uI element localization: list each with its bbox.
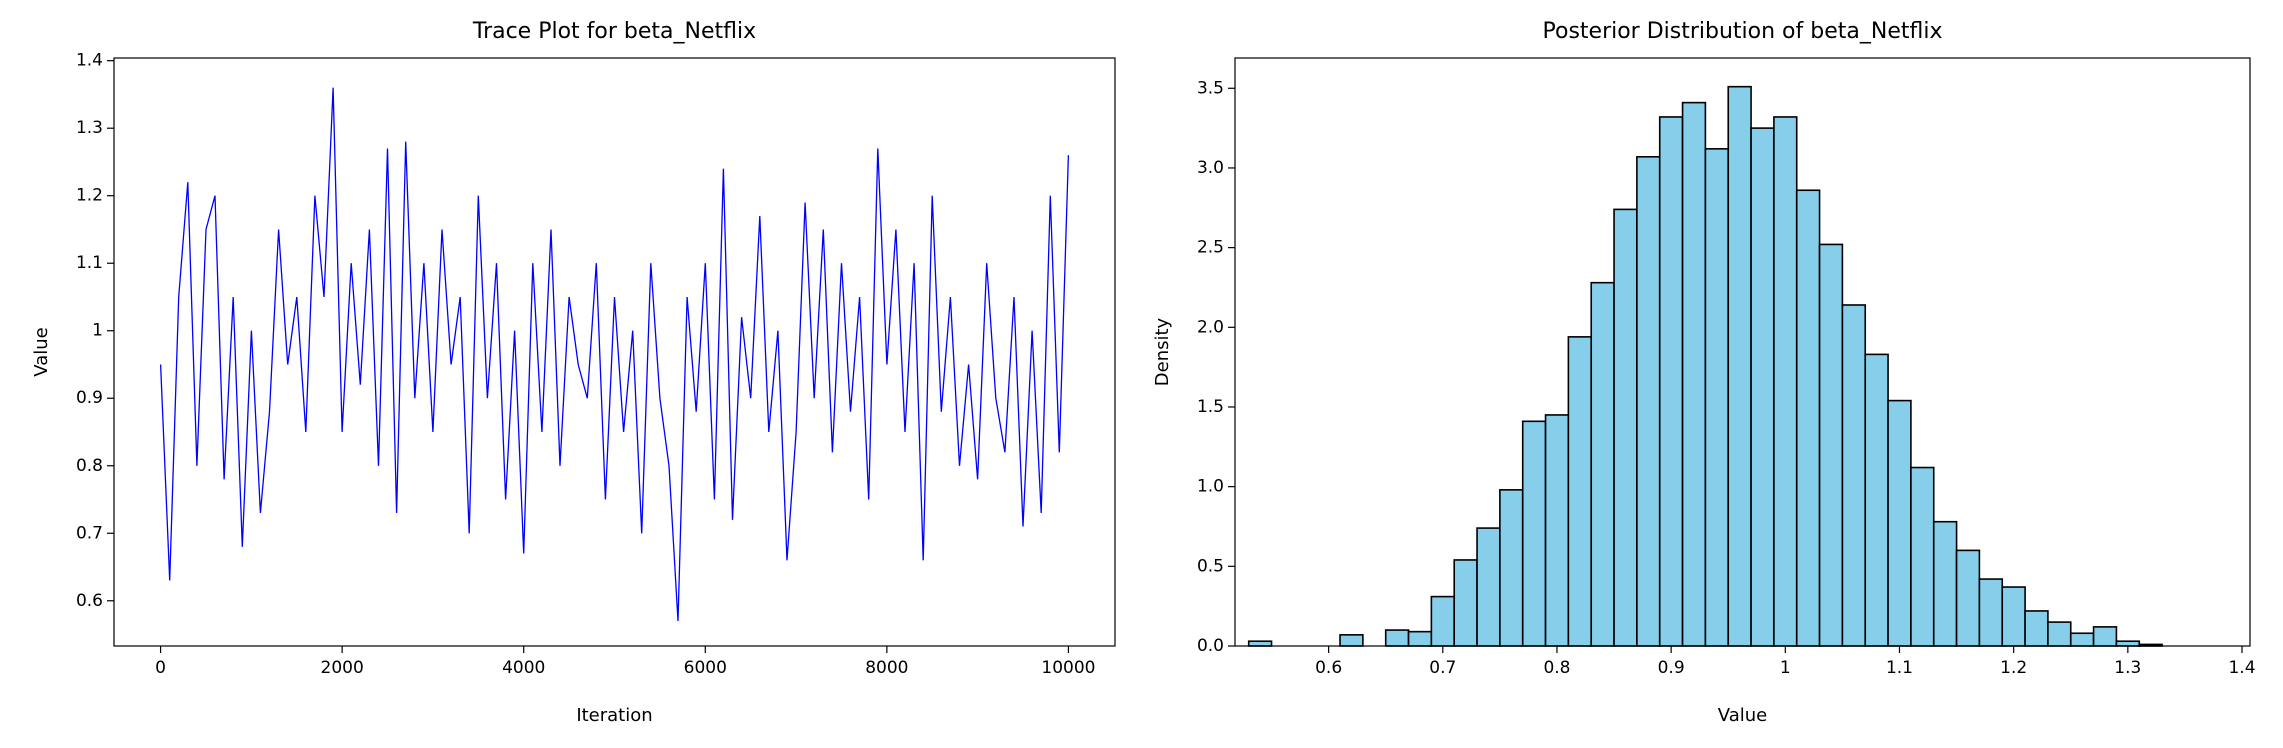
histogram-bar bbox=[1247, 640, 1273, 647]
y-tick-label: 1.2 bbox=[76, 186, 103, 206]
x-tick-label: 10000 bbox=[1041, 658, 1095, 678]
histogram-bar bbox=[1544, 414, 1570, 647]
histogram-bar bbox=[1658, 116, 1684, 647]
y-tick-label: 0.6 bbox=[76, 591, 103, 611]
histogram-bar bbox=[2115, 640, 2141, 647]
y-tick-label: 0.5 bbox=[1197, 556, 1224, 576]
histogram-bar bbox=[2069, 632, 2095, 647]
histogram-bar bbox=[2001, 586, 2026, 647]
histogram-bar bbox=[1521, 420, 1547, 647]
histogram-bar bbox=[1430, 595, 1456, 647]
histogram-bar bbox=[1864, 353, 1889, 647]
y-tick-label: 2.5 bbox=[1197, 238, 1224, 258]
y-tick-label: 1.0 bbox=[1197, 477, 1224, 497]
x-axis-label: Value bbox=[1718, 705, 1767, 726]
y-tick-label: 0.8 bbox=[76, 456, 103, 476]
x-tick-label: 1.3 bbox=[2114, 658, 2141, 678]
histogram-bar bbox=[1727, 85, 1752, 647]
x-tick-label: 0.6 bbox=[1315, 658, 1342, 678]
x-tick-label: 1 bbox=[1780, 658, 1791, 678]
histogram-bar bbox=[1932, 520, 1958, 647]
histogram-bar bbox=[1818, 243, 1844, 647]
histogram-bar bbox=[1750, 127, 1775, 647]
y-tick-label: 1.3 bbox=[76, 118, 103, 138]
y-tick-label: 1 bbox=[92, 321, 103, 341]
axes-frame bbox=[1234, 57, 2251, 647]
histogram-bar bbox=[1476, 527, 1501, 647]
x-tick-label: 1.4 bbox=[2228, 658, 2255, 678]
y-tick-label: 1.4 bbox=[76, 51, 103, 71]
chart-title: Trace Plot for beta_Netflix bbox=[472, 19, 756, 44]
histogram-bar bbox=[1453, 559, 1478, 647]
x-tick-label: 2000 bbox=[321, 658, 364, 678]
x-tick-label: 0 bbox=[155, 658, 166, 678]
y-tick-label: 0.9 bbox=[76, 388, 103, 408]
histogram-bar bbox=[1499, 489, 1524, 647]
histogram-bar bbox=[1590, 281, 1615, 647]
y-axis-label: Density bbox=[1152, 317, 1173, 386]
histogram-bar bbox=[1910, 466, 1935, 647]
histogram-bar bbox=[1567, 336, 1593, 647]
y-tick-label: 0.7 bbox=[76, 523, 103, 543]
y-axis-label: Value bbox=[31, 327, 52, 376]
y-tick-label: 3.5 bbox=[1197, 78, 1224, 98]
y-tick-label: 1.5 bbox=[1197, 397, 1224, 417]
histogram-bar bbox=[1613, 208, 1638, 647]
histogram-bar bbox=[1681, 101, 1707, 647]
x-tick-label: 1.1 bbox=[1886, 658, 1913, 678]
histogram-bar bbox=[1339, 634, 1364, 647]
histogram-bar bbox=[1773, 116, 1798, 647]
y-tick-label: 1.1 bbox=[76, 253, 103, 273]
histogram-bar bbox=[1887, 399, 1912, 647]
x-tick-label: 0.8 bbox=[1543, 658, 1570, 678]
y-tick-label: 0.0 bbox=[1197, 636, 1224, 656]
x-tick-label: 1.2 bbox=[2000, 658, 2027, 678]
histogram-bar bbox=[1841, 304, 1867, 647]
histogram-bar bbox=[1795, 189, 1821, 647]
x-tick-label: 0.9 bbox=[1658, 658, 1685, 678]
histogram-bar bbox=[1384, 629, 1410, 647]
histogram-bar bbox=[2092, 626, 2118, 647]
axes-frame bbox=[113, 57, 1116, 647]
x-tick-label: 8000 bbox=[865, 658, 908, 678]
x-axis-label: Iteration bbox=[576, 705, 652, 726]
histogram-bar bbox=[1955, 549, 1981, 647]
x-tick-label: 6000 bbox=[684, 658, 727, 678]
histogram-bar bbox=[1636, 155, 1661, 647]
y-tick-label: 3.0 bbox=[1197, 158, 1224, 178]
histogram-bar bbox=[2047, 621, 2072, 647]
histogram-bar bbox=[1704, 148, 1730, 647]
histogram-bar bbox=[1407, 630, 1433, 647]
chart-title: Posterior Distribution of beta_Netflix bbox=[1543, 19, 1943, 44]
histogram-bar bbox=[1978, 578, 2004, 647]
y-tick-label: 2.0 bbox=[1197, 317, 1224, 337]
trace-line bbox=[159, 87, 1070, 622]
x-tick-label: 0.7 bbox=[1429, 658, 1456, 678]
x-tick-label: 4000 bbox=[502, 658, 545, 678]
histogram-bar bbox=[2024, 610, 2049, 647]
